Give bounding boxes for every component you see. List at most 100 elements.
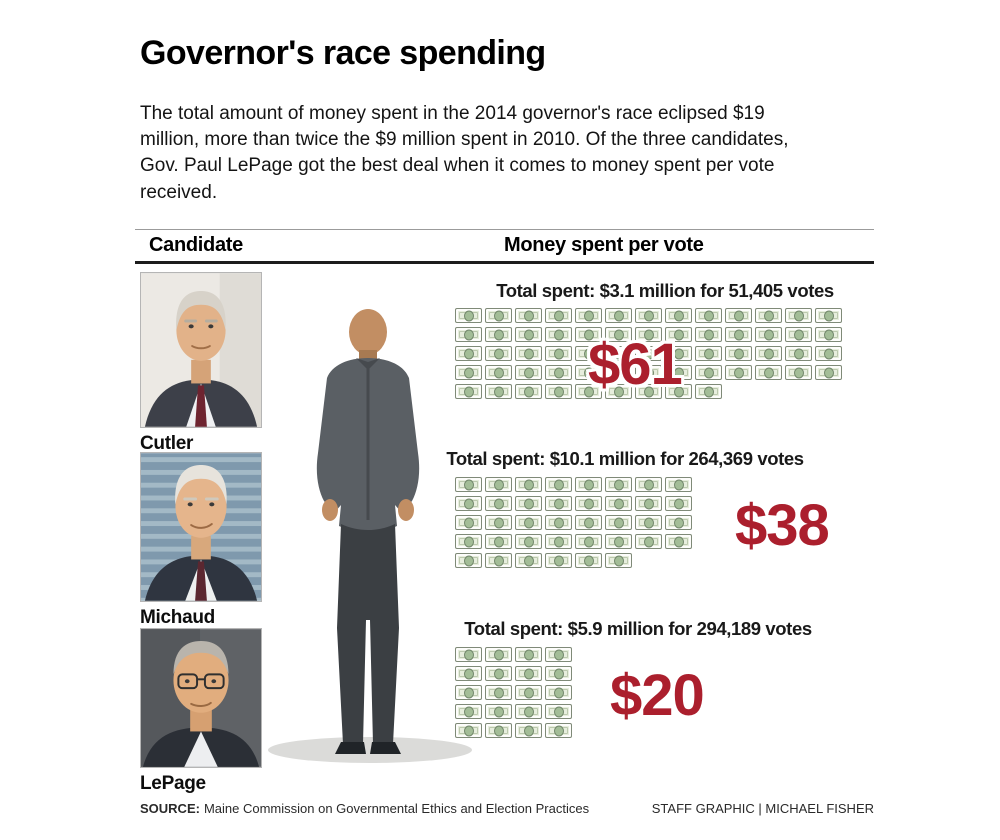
dollar-bill-icon: [455, 515, 482, 530]
cutler-photo: [140, 272, 262, 428]
dollar-bill-icon: [485, 553, 512, 568]
dollar-bill-icon: [635, 384, 662, 399]
source-label: SOURCE:: [140, 801, 200, 816]
dollar-bill-icon: [485, 346, 512, 361]
dollar-bill-icon: [515, 647, 542, 662]
dollar-bill-icon: [455, 327, 482, 342]
dollar-bill-icon: [485, 308, 512, 323]
dollar-bill-icon: [635, 365, 662, 380]
credit-text: STAFF GRAPHIC | MICHAEL FISHER: [651, 801, 874, 816]
dollar-bill-icon: [755, 365, 782, 380]
dollar-bill-icon: [485, 647, 512, 662]
voter-figure: [258, 298, 473, 768]
michaud-portrait-illustration: [141, 453, 261, 601]
dollar-bill-icon: [515, 515, 542, 530]
dollar-bill-icon: [485, 723, 512, 738]
dollar-bill-icon: [635, 515, 662, 530]
dollar-bill-icon: [455, 477, 482, 492]
dollar-bill-icon: [545, 647, 572, 662]
dollar-bill-icon: [545, 515, 572, 530]
dollar-bill-icon: [545, 327, 572, 342]
dollar-bill-icon: [725, 327, 752, 342]
dollar-bill-icon: [455, 346, 482, 361]
dollar-bill-icon: [605, 327, 632, 342]
dollar-bill-icon: [485, 496, 512, 511]
dollar-bill-icon: [545, 704, 572, 719]
dollar-bill-icon: [485, 384, 512, 399]
candidate-card-michaud: Michaud: [140, 452, 262, 629]
header-rule-bottom: [135, 261, 874, 264]
dollar-bill-icon: [665, 534, 692, 549]
dollar-bill-icon: [575, 308, 602, 323]
dollar-bill-icon: [695, 346, 722, 361]
dollar-bill-icon: [575, 384, 602, 399]
dollar-bill-icon: [635, 496, 662, 511]
lepage-photo: [140, 628, 262, 768]
dollar-bill-icon: [455, 365, 482, 380]
dollar-bill-icon: [665, 515, 692, 530]
candidate-name-lepage: LePage: [140, 773, 206, 794]
dollar-bill-icon: [485, 327, 512, 342]
dollar-bill-icon: [605, 365, 632, 380]
intro-text: The total amount of money spent in the 2…: [140, 103, 789, 203]
michaud-amount-label: $38: [735, 493, 830, 558]
dollar-bill-icon: [455, 496, 482, 511]
dollar-bill-icon: [485, 666, 512, 681]
dollar-bill-icon: [515, 704, 542, 719]
dollar-bill-icon: [575, 496, 602, 511]
lepage-spend-caption: Total spent: $5.9 million for 294,189 vo…: [464, 618, 812, 639]
dollar-bill-icon: [545, 308, 572, 323]
dollar-bill-icon: [545, 666, 572, 681]
page-title: Governor's race spending: [140, 34, 546, 72]
dollar-bill-icon: [485, 365, 512, 380]
dollar-bill-icon: [665, 365, 692, 380]
dollar-bill-icon: [515, 723, 542, 738]
person-figure-illustration: [268, 309, 472, 763]
michaud-spend-caption: Total spent: $10.1 million for 264,369 v…: [446, 448, 804, 469]
dollar-bill-icon: [575, 346, 602, 361]
dollar-bill-icon: [515, 534, 542, 549]
dollar-bill-icon: [515, 327, 542, 342]
michaud-photo: [140, 452, 262, 602]
dollar-bill-icon: [725, 308, 752, 323]
dollar-bill-icon: [455, 685, 482, 700]
dollar-bill-icon: [785, 308, 812, 323]
dollar-bill-icon: [515, 308, 542, 323]
dollar-bill-icon: [605, 308, 632, 323]
dollar-bill-icon: [575, 477, 602, 492]
source-line: SOURCE: Maine Commission on Governmental …: [140, 801, 589, 816]
dollar-bill-icon: [725, 346, 752, 361]
dollar-bill-icon: [635, 534, 662, 549]
dollar-bill-icon: [605, 553, 632, 568]
dollar-bill-icon: [635, 327, 662, 342]
dollar-bill-icon: [575, 534, 602, 549]
dollar-bill-icon: [515, 685, 542, 700]
dollar-bill-icon: [605, 346, 632, 361]
column-header-money: Money spent per vote: [504, 234, 704, 256]
lepage-portrait-illustration: [141, 629, 261, 767]
cutler-amount-label: $61: [588, 332, 683, 397]
dollar-bill-icon: [785, 365, 812, 380]
dollar-bill-icon: [485, 685, 512, 700]
cutler-spend-caption: Total spent: $3.1 million for 51,405 vot…: [496, 280, 834, 301]
dollar-bill-icon: [785, 327, 812, 342]
dollar-bill-icon: [695, 365, 722, 380]
dollar-bill-icon: [485, 477, 512, 492]
dollar-bill-icon: [695, 308, 722, 323]
dollar-bill-icon: [665, 308, 692, 323]
dollar-bill-icon: [785, 346, 812, 361]
dollar-bill-icon: [515, 384, 542, 399]
dollar-bill-icon: [635, 308, 662, 323]
lepage-bills-grid: [455, 647, 583, 738]
dollar-bill-icon: [665, 384, 692, 399]
candidate-card-lepage: LePage: [140, 628, 262, 795]
dollar-bill-icon: [695, 384, 722, 399]
dollar-bill-icon: [665, 346, 692, 361]
dollar-bill-icon: [605, 534, 632, 549]
dollar-bill-icon: [515, 365, 542, 380]
dollar-bill-icon: [605, 384, 632, 399]
dollar-bill-icon: [815, 308, 842, 323]
dollar-bill-icon: [515, 553, 542, 568]
dollar-bill-icon: [545, 685, 572, 700]
